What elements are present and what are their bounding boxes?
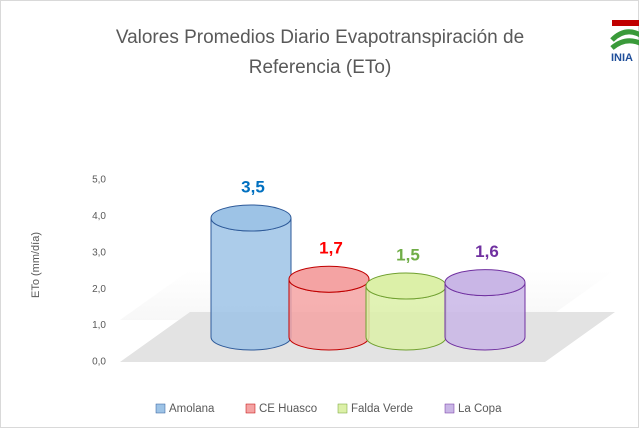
- y-tick-label: 4,0: [92, 211, 106, 222]
- logo-stripe: [612, 20, 639, 26]
- data-label: 3,5: [241, 177, 265, 196]
- logo: INIA: [610, 20, 639, 64]
- y-tick-label: 3,0: [92, 247, 106, 258]
- legend-swatch: [337, 403, 348, 414]
- data-label: 1,6: [475, 242, 499, 261]
- cylinder-top: [288, 265, 370, 293]
- legend-label: Falda Verde: [351, 403, 413, 415]
- logo-text: INIA: [611, 52, 633, 64]
- legend-label: La Copa: [458, 403, 502, 415]
- y-tick-label: 2,0: [92, 284, 106, 295]
- y-tick-label: 0,0: [92, 357, 106, 368]
- logo-shape: [610, 29, 639, 50]
- y-tick-label: 1,0: [92, 320, 106, 331]
- cylinder-top: [365, 272, 447, 300]
- y-axis-label: ETo (mm/día): [30, 232, 42, 298]
- chart-title: Referencia (ETo): [249, 57, 392, 78]
- legend-label: Amolana: [169, 403, 215, 415]
- cylinder-body: [210, 217, 292, 351]
- data-label: 1,5: [396, 245, 420, 264]
- legend-label: CE Huasco: [259, 403, 317, 415]
- legend-swatch: [444, 403, 455, 414]
- cylinder-top: [444, 269, 526, 297]
- legend-swatch: [245, 403, 256, 414]
- chart-title: Valores Promedios Diario Evapotranspirac…: [116, 27, 524, 48]
- cylinder-top: [210, 204, 292, 232]
- data-label: 1,7: [319, 239, 343, 258]
- y-tick-label: 5,0: [92, 175, 106, 186]
- legend-swatch: [155, 403, 166, 414]
